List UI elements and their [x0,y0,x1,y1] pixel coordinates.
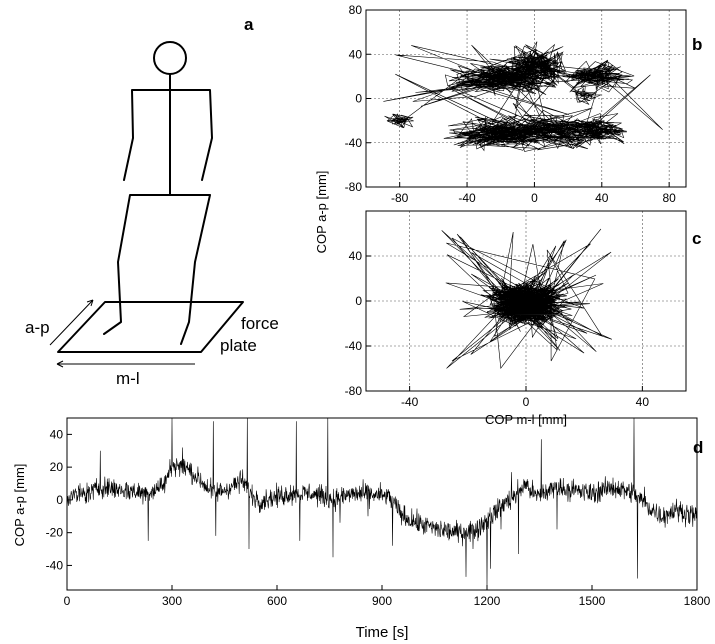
chart-1-ytick-label: 40 [349,249,363,263]
panel-c-chart: -40 0 40 -80 -40 0 40 COP m-l [mm] c [345,210,701,427]
chart-2-xtick-label: 600 [267,594,287,608]
panel-c-xlabel: COP m-l [mm] [485,412,567,427]
panel-b-ticks: -80 -40 0 40 80 -80 -40 0 40 80 [345,3,676,205]
panel-d-frame [66,417,698,591]
chart-2-ytick-label: 0 [56,493,63,507]
chart-2-ytick-label: -40 [46,558,64,572]
chart-2-xtick-label: 1200 [474,594,501,608]
panel-bc-ylabel: COP a-p [mm] [314,171,329,254]
panel-b-grid [366,9,686,188]
chart-2-xtick-label: 1500 [579,594,606,608]
ap-label: a-p [25,318,50,337]
chart-0-xtick-label: -80 [391,191,409,205]
stick-figure-diagram: a-p m-l force plate a [25,15,279,388]
panel-c-ticks: -40 0 40 -80 -40 0 40 [345,249,650,409]
chart-0-xtick-label: 80 [662,191,676,205]
chart-1-xtick-label: 40 [636,395,650,409]
chart-2-ytick-label: -20 [46,526,64,540]
chart-1-ytick-label: 0 [355,294,362,308]
plate-label: plate [220,336,257,355]
panel-c-trace [441,228,613,369]
ap-arrow [49,299,94,346]
chart-0-xtick-label: 40 [595,191,609,205]
chart-1-ytick-label: -80 [345,384,363,398]
force-label: force [241,314,279,333]
panel-d-ticks: 0 300 600 900 1200 1500 1800 -40 -20 0 20 40 [46,427,711,608]
chart-0-ytick-label: -40 [345,136,363,150]
figure-head [153,41,187,75]
panel-label-b: b [692,35,702,54]
panel-label-c: c [692,229,701,248]
panel-b-chart: -80 -40 0 40 80 -80 -40 0 40 80 b [345,3,703,205]
chart-1-ytick-label: -40 [345,339,363,353]
ml-label: m-l [116,369,140,388]
panel-d-xlabel: Time [s] [356,624,409,641]
ml-arrow [56,360,195,368]
panel-label-a: a [244,15,254,34]
chart-1-xtick-label: 0 [523,395,530,409]
panel-b-trace [383,41,663,152]
chart-0-ytick-label: 80 [349,3,363,17]
chart-2-xtick-label: 1800 [684,594,711,608]
chart-0-ytick-label: 0 [355,92,362,106]
chart-0-ytick-label: -80 [345,180,363,194]
figure-body [103,73,213,345]
chart-2-ytick-label: 20 [50,460,64,474]
panel-d-ylabel: COP a-p [mm] [12,464,27,547]
chart-1-xtick-label: -40 [401,395,419,409]
panel-d-chart: 0 300 600 900 1200 1500 1800 -40 -20 0 20 40 Time [… [12,417,711,641]
chart-0-ytick-label: 40 [349,47,363,61]
chart-2-ytick-label: 40 [50,427,64,441]
chart-0-xtick-label: -40 [458,191,476,205]
panel-d-trace [66,417,698,589]
force-plate [57,301,244,353]
chart-0-xtick-label: 0 [531,191,538,205]
panel-label-d: d [693,438,703,457]
chart-2-xtick-label: 300 [162,594,182,608]
chart-2-xtick-label: 900 [372,594,392,608]
chart-2-xtick-label: 0 [64,594,71,608]
